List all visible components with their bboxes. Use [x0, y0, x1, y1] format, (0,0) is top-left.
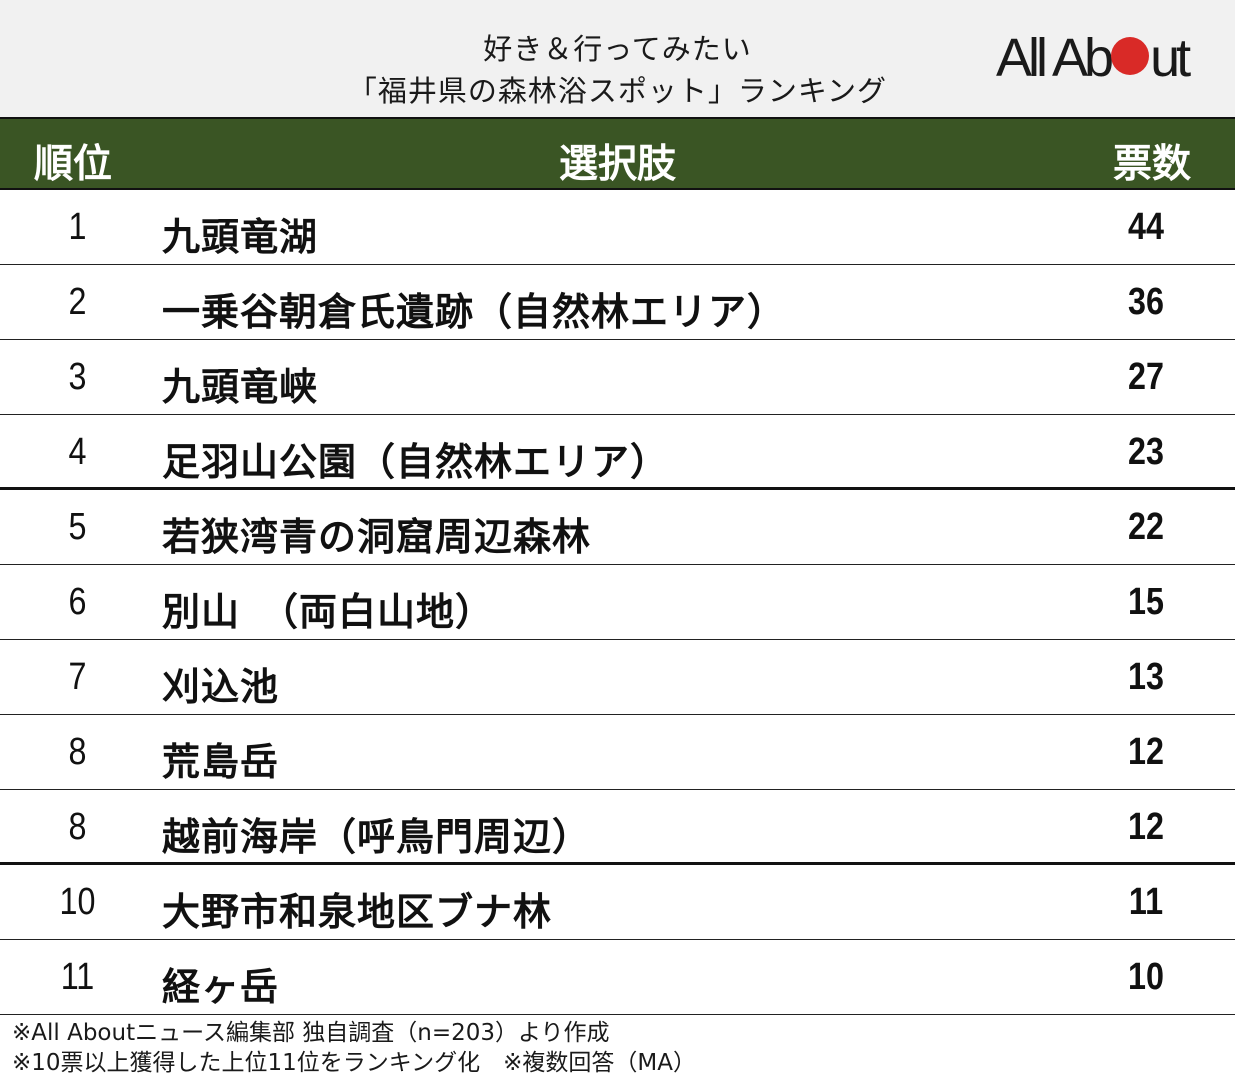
name-cell: 刈込池 — [162, 665, 280, 709]
name-cell: 九頭竜湖 — [162, 215, 319, 259]
table-row: 8 越前海岸（呼鳥門周辺） 12 — [0, 790, 1235, 865]
table-row: 2 一乗谷朝倉氏遺跡（自然林エリア） 36 — [0, 265, 1235, 340]
table-row: 4 足羽山公園（自然林エリア） 23 — [0, 415, 1235, 490]
rank-cell: 10 — [59, 881, 96, 923]
logo-text-before: All Ab — [996, 28, 1114, 88]
name-cell: 経ヶ岳 — [162, 965, 280, 1009]
footnote-source: ※All Aboutニュース編集部 独自調査（n=203）より作成 — [12, 1020, 610, 1046]
allabout-logo: All Ab ut — [996, 28, 1191, 88]
votes-cell: 10 — [1128, 956, 1164, 998]
table-row: 11 経ヶ岳 10 — [0, 940, 1235, 1015]
title-line-2: 「福井県の森林浴スポット」ランキング — [347, 74, 888, 108]
rank-cell: 8 — [68, 731, 87, 773]
title-line-1: 好き＆行ってみたい — [483, 32, 752, 66]
rank-cell: 11 — [60, 956, 95, 998]
votes-cell: 11 — [1128, 881, 1164, 923]
votes-cell: 12 — [1128, 731, 1164, 773]
votes-cell: 27 — [1128, 356, 1164, 398]
rank-cell: 6 — [68, 581, 87, 623]
name-cell: 荒島岳 — [162, 740, 280, 784]
logo-text-after: ut — [1150, 28, 1191, 88]
table-row: 3 九頭竜峡 27 — [0, 340, 1235, 415]
table-header: 選択肢 順位 票数 — [0, 117, 1235, 190]
footnote-method: ※10票以上獲得した上位11位をランキング化 ※複数回答（MA） — [12, 1050, 696, 1076]
name-cell: 若狭湾青の洞窟周辺森林 — [162, 515, 592, 559]
header-rank: 順位 — [34, 142, 113, 187]
table-row: 7 刈込池 13 — [0, 640, 1235, 715]
votes-cell: 13 — [1128, 656, 1164, 698]
votes-cell: 23 — [1128, 431, 1164, 473]
ranking-table: 1 九頭竜湖 44 2 一乗谷朝倉氏遺跡（自然林エリア） 36 3 九頭竜峡 2… — [0, 190, 1235, 1015]
name-cell: 越前海岸（呼鳥門周辺） — [162, 815, 592, 859]
rank-cell: 3 — [68, 356, 87, 398]
rank-cell: 8 — [68, 806, 87, 848]
name-cell: 九頭竜峡 — [162, 365, 319, 409]
name-cell: 大野市和泉地区ブナ林 — [162, 890, 553, 934]
rank-cell: 5 — [68, 506, 87, 548]
rank-cell: 7 — [68, 656, 87, 698]
header-choice: 選択肢 — [558, 142, 676, 187]
rank-cell: 1 — [68, 206, 87, 248]
logo-red-dot-icon — [1111, 37, 1150, 75]
table-row: 10 大野市和泉地区ブナ林 11 — [0, 865, 1235, 940]
header-votes: 票数 — [1113, 142, 1192, 187]
table-row: 6 別山 （両白山地） 15 — [0, 565, 1235, 640]
votes-cell: 15 — [1128, 581, 1164, 623]
table-row: 5 若狭湾青の洞窟周辺森林 22 — [0, 490, 1235, 565]
name-cell: 一乗谷朝倉氏遺跡（自然林エリア） — [162, 290, 787, 334]
rank-cell: 2 — [68, 281, 87, 323]
votes-cell: 22 — [1128, 506, 1164, 548]
name-cell: 足羽山公園（自然林エリア） — [162, 440, 670, 484]
title-area: 好き＆行ってみたい 「福井県の森林浴スポット」ランキング All Ab ut — [0, 0, 1235, 117]
votes-cell: 36 — [1128, 281, 1164, 323]
votes-cell: 12 — [1128, 806, 1164, 848]
name-cell: 別山 （両白山地） — [162, 590, 495, 634]
rank-cell: 4 — [68, 431, 87, 473]
table-row: 8 荒島岳 12 — [0, 715, 1235, 790]
footnotes: ※All Aboutニュース編集部 独自調査（n=203）より作成 ※10票以上… — [12, 1018, 696, 1078]
table-row: 1 九頭竜湖 44 — [0, 190, 1235, 265]
votes-cell: 44 — [1128, 206, 1164, 248]
